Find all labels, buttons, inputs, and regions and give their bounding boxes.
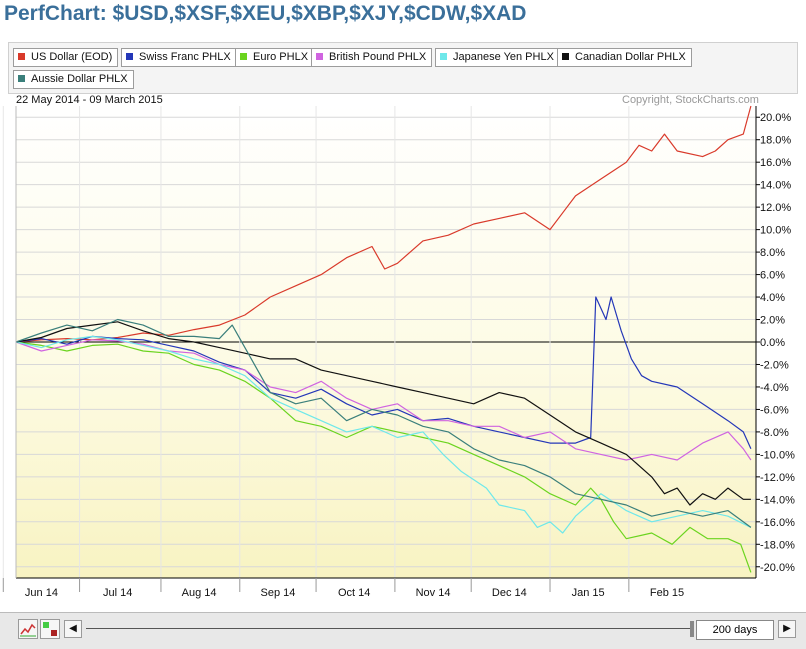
y-tick-label: 16.0%: [760, 157, 791, 169]
date-slider-track[interactable]: [86, 628, 690, 629]
legend-item-swiss-franc[interactable]: Swiss Franc PHLX: [121, 48, 237, 67]
x-tick-label: Aug 14: [182, 587, 217, 599]
color-toggle-icon[interactable]: [40, 619, 60, 639]
bottom-toolbar: ◀ 200 days ▶: [0, 612, 806, 649]
y-tick-label: 8.0%: [760, 247, 785, 259]
x-tick-label: Jun 14: [25, 587, 58, 599]
scroll-left-button[interactable]: ◀: [64, 620, 82, 638]
perf-chart: 20.0% 18.0% 16.0% 14.0% 12.0% 10.0% 8.0% 6.0% 4.…: [2, 105, 795, 599]
legend-swatch: [440, 53, 447, 60]
legend-swatch: [18, 53, 25, 60]
y-tick-label: -2.0%: [760, 359, 789, 371]
copyright: Copyright, StockCharts.com: [622, 94, 759, 106]
legend-label: Canadian Dollar PHLX: [575, 51, 686, 63]
legend-swatch: [316, 53, 323, 60]
y-tick-label: 14.0%: [760, 180, 791, 192]
legend-swatch: [562, 53, 569, 60]
y-tick-label: -18.0%: [760, 539, 795, 551]
y-tick-label: 12.0%: [760, 202, 791, 214]
y-tick-label: -4.0%: [760, 382, 789, 394]
x-tick-label: Jul 14: [103, 587, 132, 599]
y-tick-label: 20.0%: [760, 112, 791, 124]
series-line-euro-phlx: [15, 341, 752, 573]
scroll-right-button[interactable]: ▶: [778, 620, 796, 638]
y-tick-label: -12.0%: [760, 472, 795, 484]
chart-style-icon[interactable]: [18, 619, 38, 639]
y-tick-label: 6.0%: [760, 270, 785, 282]
date-slider-handle[interactable]: [690, 621, 694, 637]
days-select[interactable]: 200 days: [696, 620, 774, 640]
y-tick-label: -6.0%: [760, 404, 789, 416]
x-tick-label: Feb 15: [650, 587, 684, 599]
y-tick-label: 0.0%: [760, 337, 785, 349]
y-tick-label: -10.0%: [760, 449, 795, 461]
legend-label: Aussie Dollar PHLX: [31, 73, 128, 85]
x-tick-label: Nov 14: [416, 587, 451, 599]
legend-swatch: [240, 53, 247, 60]
y-tick-label: -16.0%: [760, 517, 795, 529]
legend-label: Japanese Yen PHLX: [453, 51, 554, 63]
legend-item-aussie-dollar[interactable]: Aussie Dollar PHLX: [13, 70, 134, 89]
x-tick-label: Dec 14: [492, 587, 527, 599]
legend-item-us-dollar[interactable]: US Dollar (EOD): [13, 48, 119, 67]
series-line-british-pound-phlx: [15, 339, 752, 461]
legend-swatch: [126, 53, 133, 60]
legend-label: Euro PHLX: [253, 51, 309, 63]
y-tick-label: 2.0%: [760, 315, 785, 327]
x-tick-label: Oct 14: [338, 587, 370, 599]
legend-label: US Dollar (EOD): [31, 51, 113, 63]
series-line-canadian-dollar-phlx: [15, 321, 751, 506]
legend: US Dollar (EOD) Swiss Franc PHLX Euro PH…: [8, 42, 798, 94]
y-tick-label: 18.0%: [760, 135, 791, 147]
y-tick-label: -14.0%: [760, 494, 795, 506]
legend-label: British Pound PHLX: [329, 51, 427, 63]
legend-item-japanese-yen[interactable]: Japanese Yen PHLX: [435, 48, 560, 67]
legend-item-euro[interactable]: Euro PHLX: [235, 48, 315, 67]
y-tick-label: 10.0%: [760, 225, 791, 237]
legend-item-british-pound[interactable]: British Pound PHLX: [311, 48, 433, 67]
y-tick-label: 4.0%: [760, 292, 785, 304]
series-line-swiss-franc-phlx: [15, 296, 752, 450]
x-tick-label: Sep 14: [260, 587, 295, 599]
date-range: 22 May 2014 - 09 March 2015: [16, 94, 163, 106]
legend-label: Swiss Franc PHLX: [139, 51, 231, 63]
x-tick-label: Jan 15: [572, 587, 605, 599]
legend-item-canadian-dollar[interactable]: Canadian Dollar PHLX: [557, 48, 692, 67]
series-line-japanese-yen-phlx: [15, 335, 752, 534]
y-tick-label: -8.0%: [760, 427, 789, 439]
chart-title: PerfChart: $USD,$XSF,$XEU,$XBP,$XJY,$CDW…: [4, 2, 527, 25]
y-tick-label: -20.0%: [760, 562, 795, 574]
series-line-aussie-dollar-phlx: [15, 318, 752, 528]
legend-swatch: [18, 75, 25, 82]
